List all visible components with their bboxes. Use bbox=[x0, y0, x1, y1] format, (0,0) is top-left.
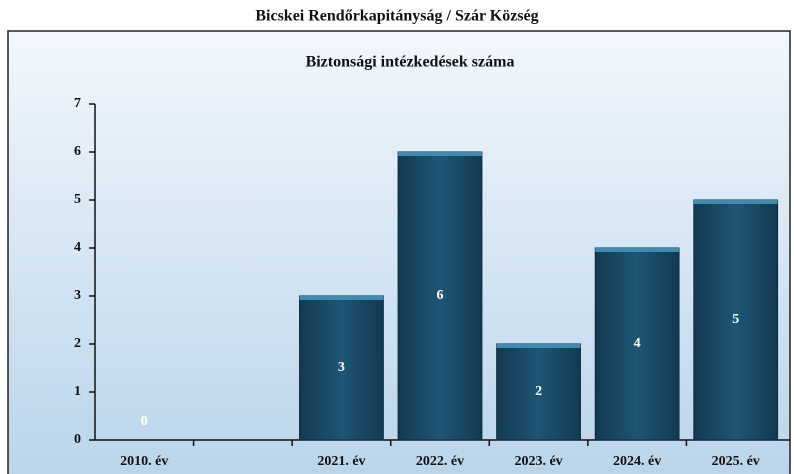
bar bbox=[496, 343, 581, 441]
data-label: 2 bbox=[535, 384, 542, 399]
bar-top bbox=[496, 344, 581, 348]
data-label: 5 bbox=[732, 312, 739, 327]
y-tick-label: 0 bbox=[74, 432, 81, 447]
x-tick-label: 2021. év bbox=[317, 454, 365, 469]
data-label: 4 bbox=[634, 336, 641, 351]
bar bbox=[693, 199, 779, 441]
bar-top bbox=[693, 200, 778, 204]
data-label: 0 bbox=[141, 414, 148, 429]
bar bbox=[299, 295, 384, 441]
x-tick-label: 2010. év bbox=[120, 454, 168, 469]
page-title: Bicskei Rendőrkapitányság / Szár Község bbox=[255, 8, 538, 25]
chart-subtitle: Biztonsági intézkedések száma bbox=[306, 54, 515, 71]
bar bbox=[594, 247, 680, 441]
bar-top bbox=[398, 152, 482, 156]
y-tick-label: 5 bbox=[74, 192, 81, 207]
y-tick-label: 4 bbox=[74, 240, 81, 255]
data-label: 3 bbox=[338, 360, 345, 375]
y-tick-label: 6 bbox=[74, 144, 81, 159]
y-tick-label: 2 bbox=[74, 336, 81, 351]
data-label: 6 bbox=[437, 288, 444, 303]
x-tick-label: 2024. év bbox=[613, 454, 661, 469]
x-tick-label: 2025. év bbox=[712, 454, 760, 469]
x-tick-label: 2023. év bbox=[514, 454, 562, 469]
bar-top bbox=[595, 248, 680, 252]
bar-top bbox=[299, 296, 384, 300]
y-tick-label: 3 bbox=[74, 288, 81, 303]
y-tick-label: 1 bbox=[74, 384, 81, 399]
bar bbox=[397, 151, 483, 441]
x-tick-label: 2022. év bbox=[416, 454, 464, 469]
y-tick-label: 7 bbox=[74, 96, 81, 111]
